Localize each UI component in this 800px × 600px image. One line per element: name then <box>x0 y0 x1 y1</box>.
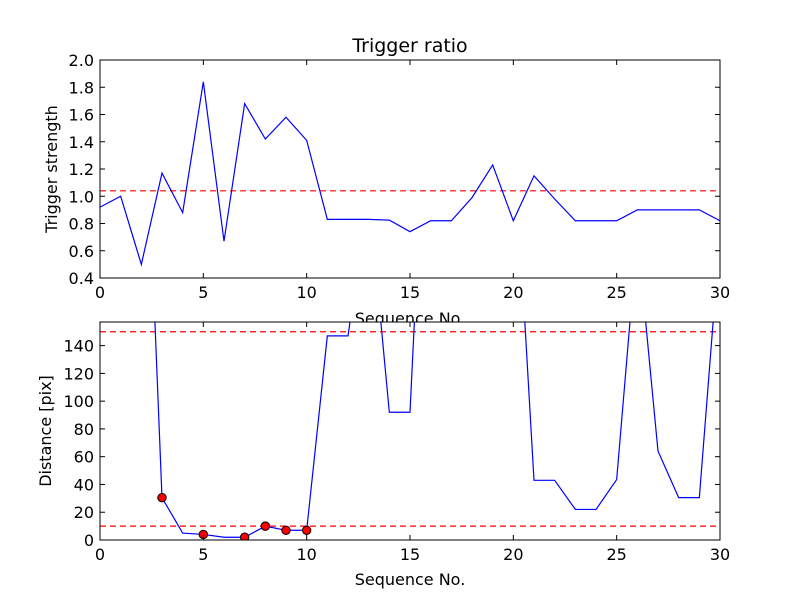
bottom-data-point <box>157 492 167 503</box>
bottom-x-tick-label: 30 <box>710 545 730 564</box>
top-subplot: Trigger ratio 0 5 10 15 20 25 30 0.4 0.6 0.8 1.0 1… <box>42 35 730 328</box>
bottom-y-tick-label: 100 <box>63 392 94 411</box>
bottom-x-tick-label: 5 <box>198 545 208 564</box>
top-x-tick-label: 25 <box>606 283 626 302</box>
top-x-tick-label: 5 <box>198 283 208 302</box>
top-x-tick-label: 0 <box>95 283 105 302</box>
bottom-data-point <box>239 532 250 540</box>
bottom-y-tick-label: 40 <box>74 475 94 494</box>
top-x-tick-label: 15 <box>400 283 420 302</box>
top-chart-title: Trigger ratio <box>351 35 467 57</box>
top-y-axis-label: Trigger strength <box>42 105 61 234</box>
bottom-y-tick-label: 120 <box>63 364 94 383</box>
top-x-ticks: 0 5 10 15 20 25 30 <box>95 60 730 302</box>
bottom-subplot: 0 5 10 15 20 25 30 0 20 40 60 80 100 120 140 Sequence… <box>36 321 730 589</box>
top-x-tick-label: 10 <box>296 283 316 302</box>
top-y-tick-label: 1.4 <box>69 133 94 152</box>
top-y-tick-label: 1.6 <box>69 106 94 125</box>
top-y-tick-label: 0.8 <box>69 215 94 234</box>
top-y-tick-label: 2.0 <box>69 51 94 70</box>
top-x-tick-label: 30 <box>710 283 730 302</box>
bottom-x-tick-label: 10 <box>296 545 316 564</box>
bottom-markers <box>157 492 312 540</box>
bottom-plot-area <box>100 322 720 540</box>
bottom-y-tick-label: 80 <box>74 420 94 439</box>
bottom-data-point <box>301 525 312 535</box>
bottom-reference-lines <box>100 331 720 527</box>
top-x-tick-label: 20 <box>503 283 523 302</box>
bottom-y-tick-label: 0 <box>84 531 94 550</box>
bottom-x-axis-label: Sequence No. <box>355 570 466 589</box>
top-plot-area <box>100 60 720 278</box>
top-y-tick-label: 1.2 <box>69 160 94 179</box>
bottom-x-tick-label: 0 <box>95 545 105 564</box>
bottom-y-tick-label: 20 <box>74 503 94 522</box>
top-y-tick-label: 1.0 <box>69 187 94 206</box>
bottom-data-point <box>281 525 291 535</box>
top-y-tick-label: 0.4 <box>69 269 94 288</box>
bottom-data-point <box>260 521 271 531</box>
bottom-x-tick-label: 15 <box>400 545 420 564</box>
bottom-x-tick-label: 25 <box>606 545 626 564</box>
bottom-y-axis-label: Distance [pix] <box>36 375 55 487</box>
top-y-tick-label: 1.8 <box>69 78 94 97</box>
top-y-tick-label: 0.6 <box>69 242 94 261</box>
top-y-ticks: 0.4 0.6 0.8 1.0 1.2 1.4 1.6 1.8 2.0 <box>69 51 720 288</box>
bottom-y-tick-label: 140 <box>63 337 94 356</box>
bottom-y-tick-label: 60 <box>74 448 94 467</box>
bottom-x-tick-label: 20 <box>503 545 523 564</box>
bottom-y-ticks: 0 20 40 60 80 100 120 140 <box>63 337 720 550</box>
bottom-x-ticks: 0 5 10 15 20 25 30 <box>95 322 730 564</box>
top-series-line <box>100 81 720 267</box>
